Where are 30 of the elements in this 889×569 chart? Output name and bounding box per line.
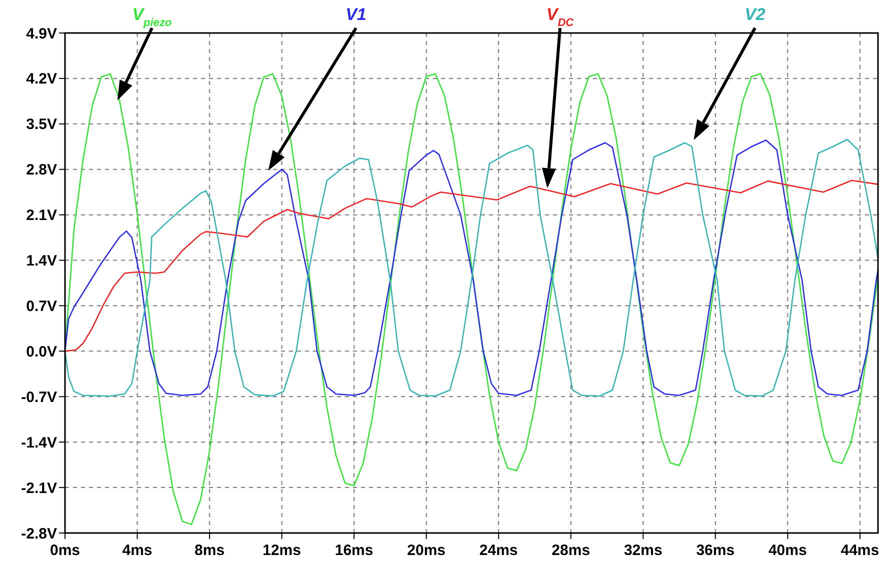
y-tick-label: -1.4V [21,434,57,452]
y-tick-label: 4.2V [26,70,57,88]
text: V$_{piezo}$ [132,5,172,29]
x-tick-label: 32ms [624,542,662,559]
text: V2 [744,5,766,24]
x-tick-label: 8ms [194,542,225,559]
y-tick-label: -0.7V [21,388,57,406]
x-tick-label: 36ms [696,542,735,559]
line-series [65,180,878,352]
y-tick-label: -2.8V [21,525,57,542]
x-tick-label: 40ms [768,542,807,559]
text: V$_{DC}$ [546,5,575,29]
x-tick-label: 16ms [334,542,374,559]
y-tick-label: 0.0V [26,343,57,360]
x-tick-label: 4ms [122,542,152,559]
x-tick-label: 28ms [552,542,590,559]
x-tick-label: 12ms [262,542,301,559]
line-series [65,73,878,526]
y-tick-label: 1.4V [26,252,57,270]
y-tick-label: 3.5V [26,116,57,134]
text: V1 [346,5,366,24]
x-tick-label: 24ms [479,542,518,559]
y-tick-label: 4.9V [26,25,57,42]
y-tick-label: 2.1V [26,207,57,224]
x-tick-label: 0ms [50,542,80,559]
y-tick-label: 0.7V [26,298,57,315]
x-tick-label: 44ms [840,542,880,559]
y-tick-label: -2.1V [21,480,57,497]
x-tick-label: 20ms [407,542,446,559]
y-tick-label: 2.8V [26,162,57,179]
